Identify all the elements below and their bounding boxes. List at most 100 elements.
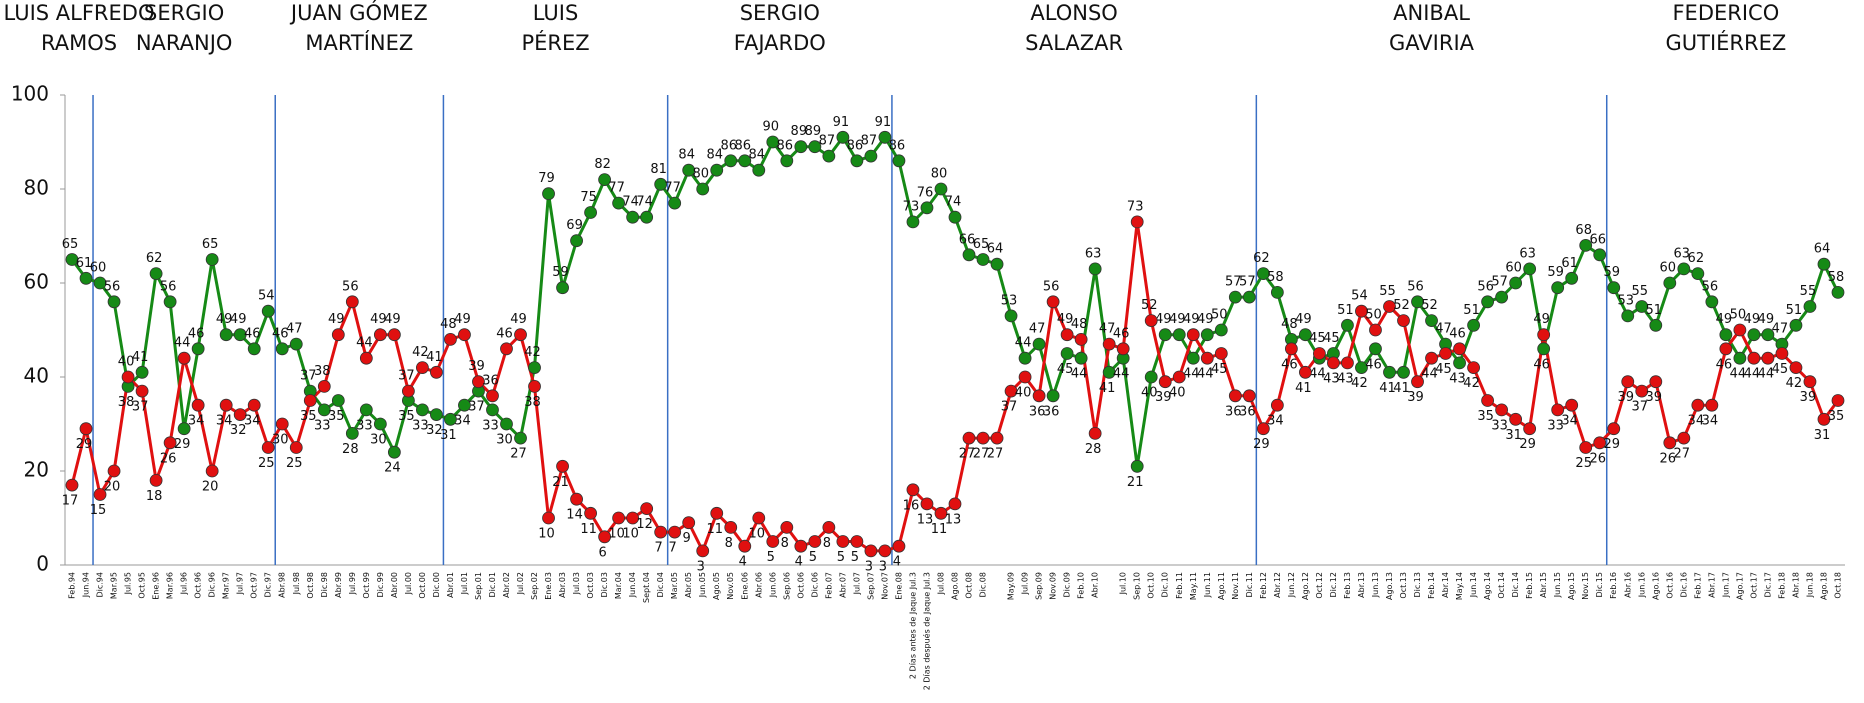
data-point: [1789, 318, 1803, 332]
data-label: 45: [1211, 362, 1228, 377]
x-tick-label: Nov.15: [1581, 572, 1590, 600]
data-point: [528, 361, 541, 375]
data-label: 26: [1660, 451, 1677, 466]
y-tick-label: 20: [24, 458, 49, 482]
data-point: [1481, 295, 1494, 309]
data-label: 4: [893, 555, 901, 570]
data-label: 45: [1772, 362, 1789, 377]
x-tick-label: Abr.99: [334, 572, 343, 598]
x-tick-label: Oct.03: [586, 572, 595, 599]
administration-name: FAJARDO: [734, 31, 826, 55]
x-tick-label: Ago.18: [1819, 572, 1828, 600]
x-tick-label: May.11: [1189, 572, 1198, 600]
data-point: [584, 506, 597, 520]
x-tick-label: Dic.06: [810, 572, 819, 598]
data-label: 33: [356, 418, 373, 433]
data-label: 86: [889, 138, 906, 153]
data-label: 54: [1351, 289, 1368, 304]
data-point: [850, 154, 864, 168]
data-label: 5: [809, 550, 817, 565]
data-point: [1621, 309, 1635, 323]
data-label: 39: [1646, 390, 1663, 405]
data-label: 25: [258, 456, 275, 471]
x-tick-label: Oct.13: [1399, 572, 1408, 599]
data-point: [1551, 403, 1565, 417]
data-label: 51: [1646, 303, 1663, 318]
data-point: [1523, 262, 1537, 276]
administration-name: SALAZAR: [1025, 31, 1123, 55]
data-label: 40: [118, 355, 135, 370]
data-label: 50: [1365, 308, 1382, 323]
x-tick-label: Jul.02: [516, 572, 525, 595]
data-point: [752, 163, 766, 177]
data-point: [1411, 375, 1424, 389]
x-tick-label: Abr.01: [446, 572, 455, 598]
x-tick-label: Abr.10: [1091, 572, 1100, 598]
data-label: 34: [1702, 414, 1719, 429]
data-point: [1719, 328, 1733, 342]
data-label: 3: [697, 559, 705, 574]
data-label: 59: [552, 265, 569, 280]
data-point: [1523, 422, 1537, 436]
data-label: 37: [132, 400, 149, 415]
administration-name: RAMOS: [41, 31, 117, 55]
x-tick-label: May.14: [1455, 572, 1464, 600]
data-point: [65, 253, 79, 266]
x-tick-label: Ago.12: [1301, 572, 1310, 600]
data-label: 29: [174, 437, 191, 452]
data-label: 31: [1505, 428, 1522, 443]
data-point: [612, 511, 626, 525]
x-tick-label: Dic.04: [656, 572, 665, 598]
data-point: [1397, 365, 1410, 379]
data-label: 59: [1547, 265, 1564, 280]
data-point: [780, 154, 794, 168]
data-point: [1046, 295, 1060, 309]
data-label: 55: [1800, 284, 1817, 299]
data-label: 49: [454, 312, 471, 327]
data-point: [570, 234, 583, 248]
x-tick-label: Jun.06: [768, 572, 777, 598]
data-point: [373, 417, 387, 431]
data-label: 65: [973, 237, 990, 252]
data-label: 48: [1281, 317, 1298, 332]
data-label: 41: [1393, 381, 1410, 396]
data-label: 49: [230, 312, 247, 327]
data-point: [1411, 295, 1424, 309]
data-point: [1369, 323, 1382, 337]
data-label: 43: [1337, 371, 1354, 386]
x-tick-label: Abr.03: [558, 572, 567, 598]
x-tick-label: Oct.96: [194, 572, 203, 599]
data-label: 41: [132, 350, 149, 365]
data-label: 20: [104, 480, 121, 495]
data-point: [1102, 337, 1116, 351]
x-tick-label: Jul.95: [124, 572, 133, 595]
data-point: [247, 342, 261, 356]
data-label: 49: [1744, 312, 1761, 327]
data-point: [121, 370, 135, 384]
data-point: [934, 182, 948, 196]
data-label: 30: [496, 433, 513, 448]
data-label: 43: [1449, 371, 1466, 386]
data-point: [1144, 370, 1158, 384]
x-tick-label: Sept.04: [642, 572, 651, 603]
data-point: [1705, 398, 1719, 412]
data-label: 43: [1323, 371, 1340, 386]
x-tick-label: Mar.04: [614, 572, 623, 599]
x-tick-label: Jun.18: [1805, 572, 1814, 598]
data-label: 52: [1393, 298, 1410, 313]
data-point: [1649, 318, 1663, 332]
data-point: [1284, 342, 1298, 356]
data-point: [1663, 436, 1677, 450]
data-point: [1803, 375, 1817, 389]
data-point: [1565, 271, 1579, 285]
data-point: [654, 525, 668, 539]
data-label: 34: [244, 414, 261, 429]
data-label: 66: [1589, 232, 1606, 247]
data-point: [1242, 389, 1256, 403]
data-point: [514, 431, 527, 445]
data-label: 20: [202, 480, 219, 495]
y-tick-label: 60: [24, 270, 49, 294]
x-tick-label: Ene.96: [152, 572, 161, 600]
data-point: [542, 511, 555, 525]
data-label: 73: [1127, 199, 1144, 214]
